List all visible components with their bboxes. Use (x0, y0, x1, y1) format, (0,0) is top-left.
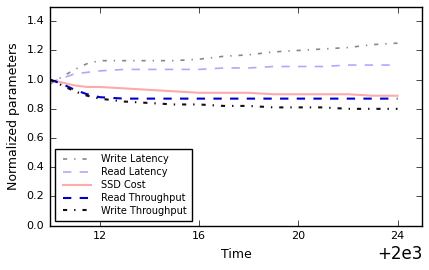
SSD Cost (172, 90, 177, 93)
SSD Cost (320, 93, 326, 96)
Read Latency (221, 66, 226, 70)
Read Latency (395, 63, 400, 67)
Write Throughput (320, 106, 326, 109)
Write Latency (271, 50, 276, 53)
Write Throughput (246, 104, 251, 107)
Write Latency (147, 59, 152, 62)
Line: Write Latency: Write Latency (50, 43, 398, 84)
Write Throughput (221, 104, 226, 107)
Read Throughput (345, 97, 350, 100)
Read Latency (172, 68, 177, 71)
X-axis label: Time: Time (221, 248, 251, 261)
Write Latency (72, 68, 77, 71)
SSD Cost (122, 87, 127, 90)
Read Latency (85, 71, 90, 74)
Read Throughput (85, 93, 90, 96)
SSD Cost (97, 85, 102, 89)
SSD Cost (85, 85, 90, 89)
Write Throughput (370, 107, 375, 110)
Write Throughput (47, 78, 52, 81)
SSD Cost (60, 81, 65, 84)
Read Throughput (172, 97, 177, 100)
Write Latency (370, 43, 375, 46)
Read Latency (196, 68, 202, 71)
Write Throughput (60, 84, 65, 87)
Read Throughput (97, 96, 102, 99)
Write Latency (345, 46, 350, 49)
Write Throughput (345, 107, 350, 110)
SSD Cost (370, 94, 375, 97)
Read Latency (246, 66, 251, 70)
Write Throughput (85, 94, 90, 97)
SSD Cost (345, 93, 350, 96)
Read Throughput (370, 97, 375, 100)
Read Latency (122, 68, 127, 71)
Write Throughput (147, 101, 152, 104)
Write Throughput (196, 103, 202, 106)
Read Latency (97, 69, 102, 73)
SSD Cost (395, 94, 400, 97)
Read Latency (60, 77, 65, 80)
Write Latency (246, 53, 251, 56)
SSD Cost (296, 93, 301, 96)
Read Throughput (221, 97, 226, 100)
Write Throughput (395, 107, 400, 110)
SSD Cost (221, 91, 226, 94)
Write Throughput (97, 97, 102, 100)
Write Throughput (172, 103, 177, 106)
Write Latency (60, 75, 65, 78)
Write Throughput (271, 106, 276, 109)
Read Throughput (395, 97, 400, 100)
Write Latency (97, 59, 102, 62)
Read Throughput (47, 78, 52, 81)
Write Latency (47, 82, 52, 86)
Read Throughput (60, 82, 65, 86)
Write Latency (320, 47, 326, 50)
Read Throughput (147, 97, 152, 100)
Read Latency (271, 65, 276, 68)
Write Latency (221, 55, 226, 58)
SSD Cost (47, 78, 52, 81)
Read Latency (47, 81, 52, 84)
Write Throughput (296, 106, 301, 109)
Read Latency (320, 65, 326, 68)
Write Latency (172, 59, 177, 62)
Read Latency (370, 63, 375, 67)
Read Throughput (296, 97, 301, 100)
SSD Cost (271, 93, 276, 96)
Read Throughput (246, 97, 251, 100)
Write Throughput (72, 90, 77, 93)
Write Throughput (122, 100, 127, 103)
Read Throughput (122, 97, 127, 100)
Read Latency (147, 68, 152, 71)
Read Latency (72, 72, 77, 75)
Write Latency (85, 62, 90, 65)
Read Throughput (320, 97, 326, 100)
Read Latency (345, 63, 350, 67)
Write Latency (196, 58, 202, 61)
Line: Read Latency: Read Latency (50, 65, 398, 83)
Line: SSD Cost: SSD Cost (50, 80, 398, 96)
SSD Cost (147, 88, 152, 92)
Read Latency (296, 65, 301, 68)
SSD Cost (246, 91, 251, 94)
Read Throughput (72, 88, 77, 92)
Write Latency (122, 59, 127, 62)
Line: Read Throughput: Read Throughput (50, 80, 398, 99)
Read Throughput (271, 97, 276, 100)
Write Latency (395, 42, 400, 45)
SSD Cost (196, 91, 202, 94)
Write Latency (296, 49, 301, 52)
Read Throughput (196, 97, 202, 100)
Line: Write Throughput: Write Throughput (50, 80, 398, 109)
Legend: Write Latency, Read Latency, SSD Cost, Read Throughput, Write Throughput: Write Latency, Read Latency, SSD Cost, R… (55, 149, 192, 221)
SSD Cost (72, 84, 77, 87)
Y-axis label: Normalized parameters: Normalized parameters (7, 42, 20, 190)
